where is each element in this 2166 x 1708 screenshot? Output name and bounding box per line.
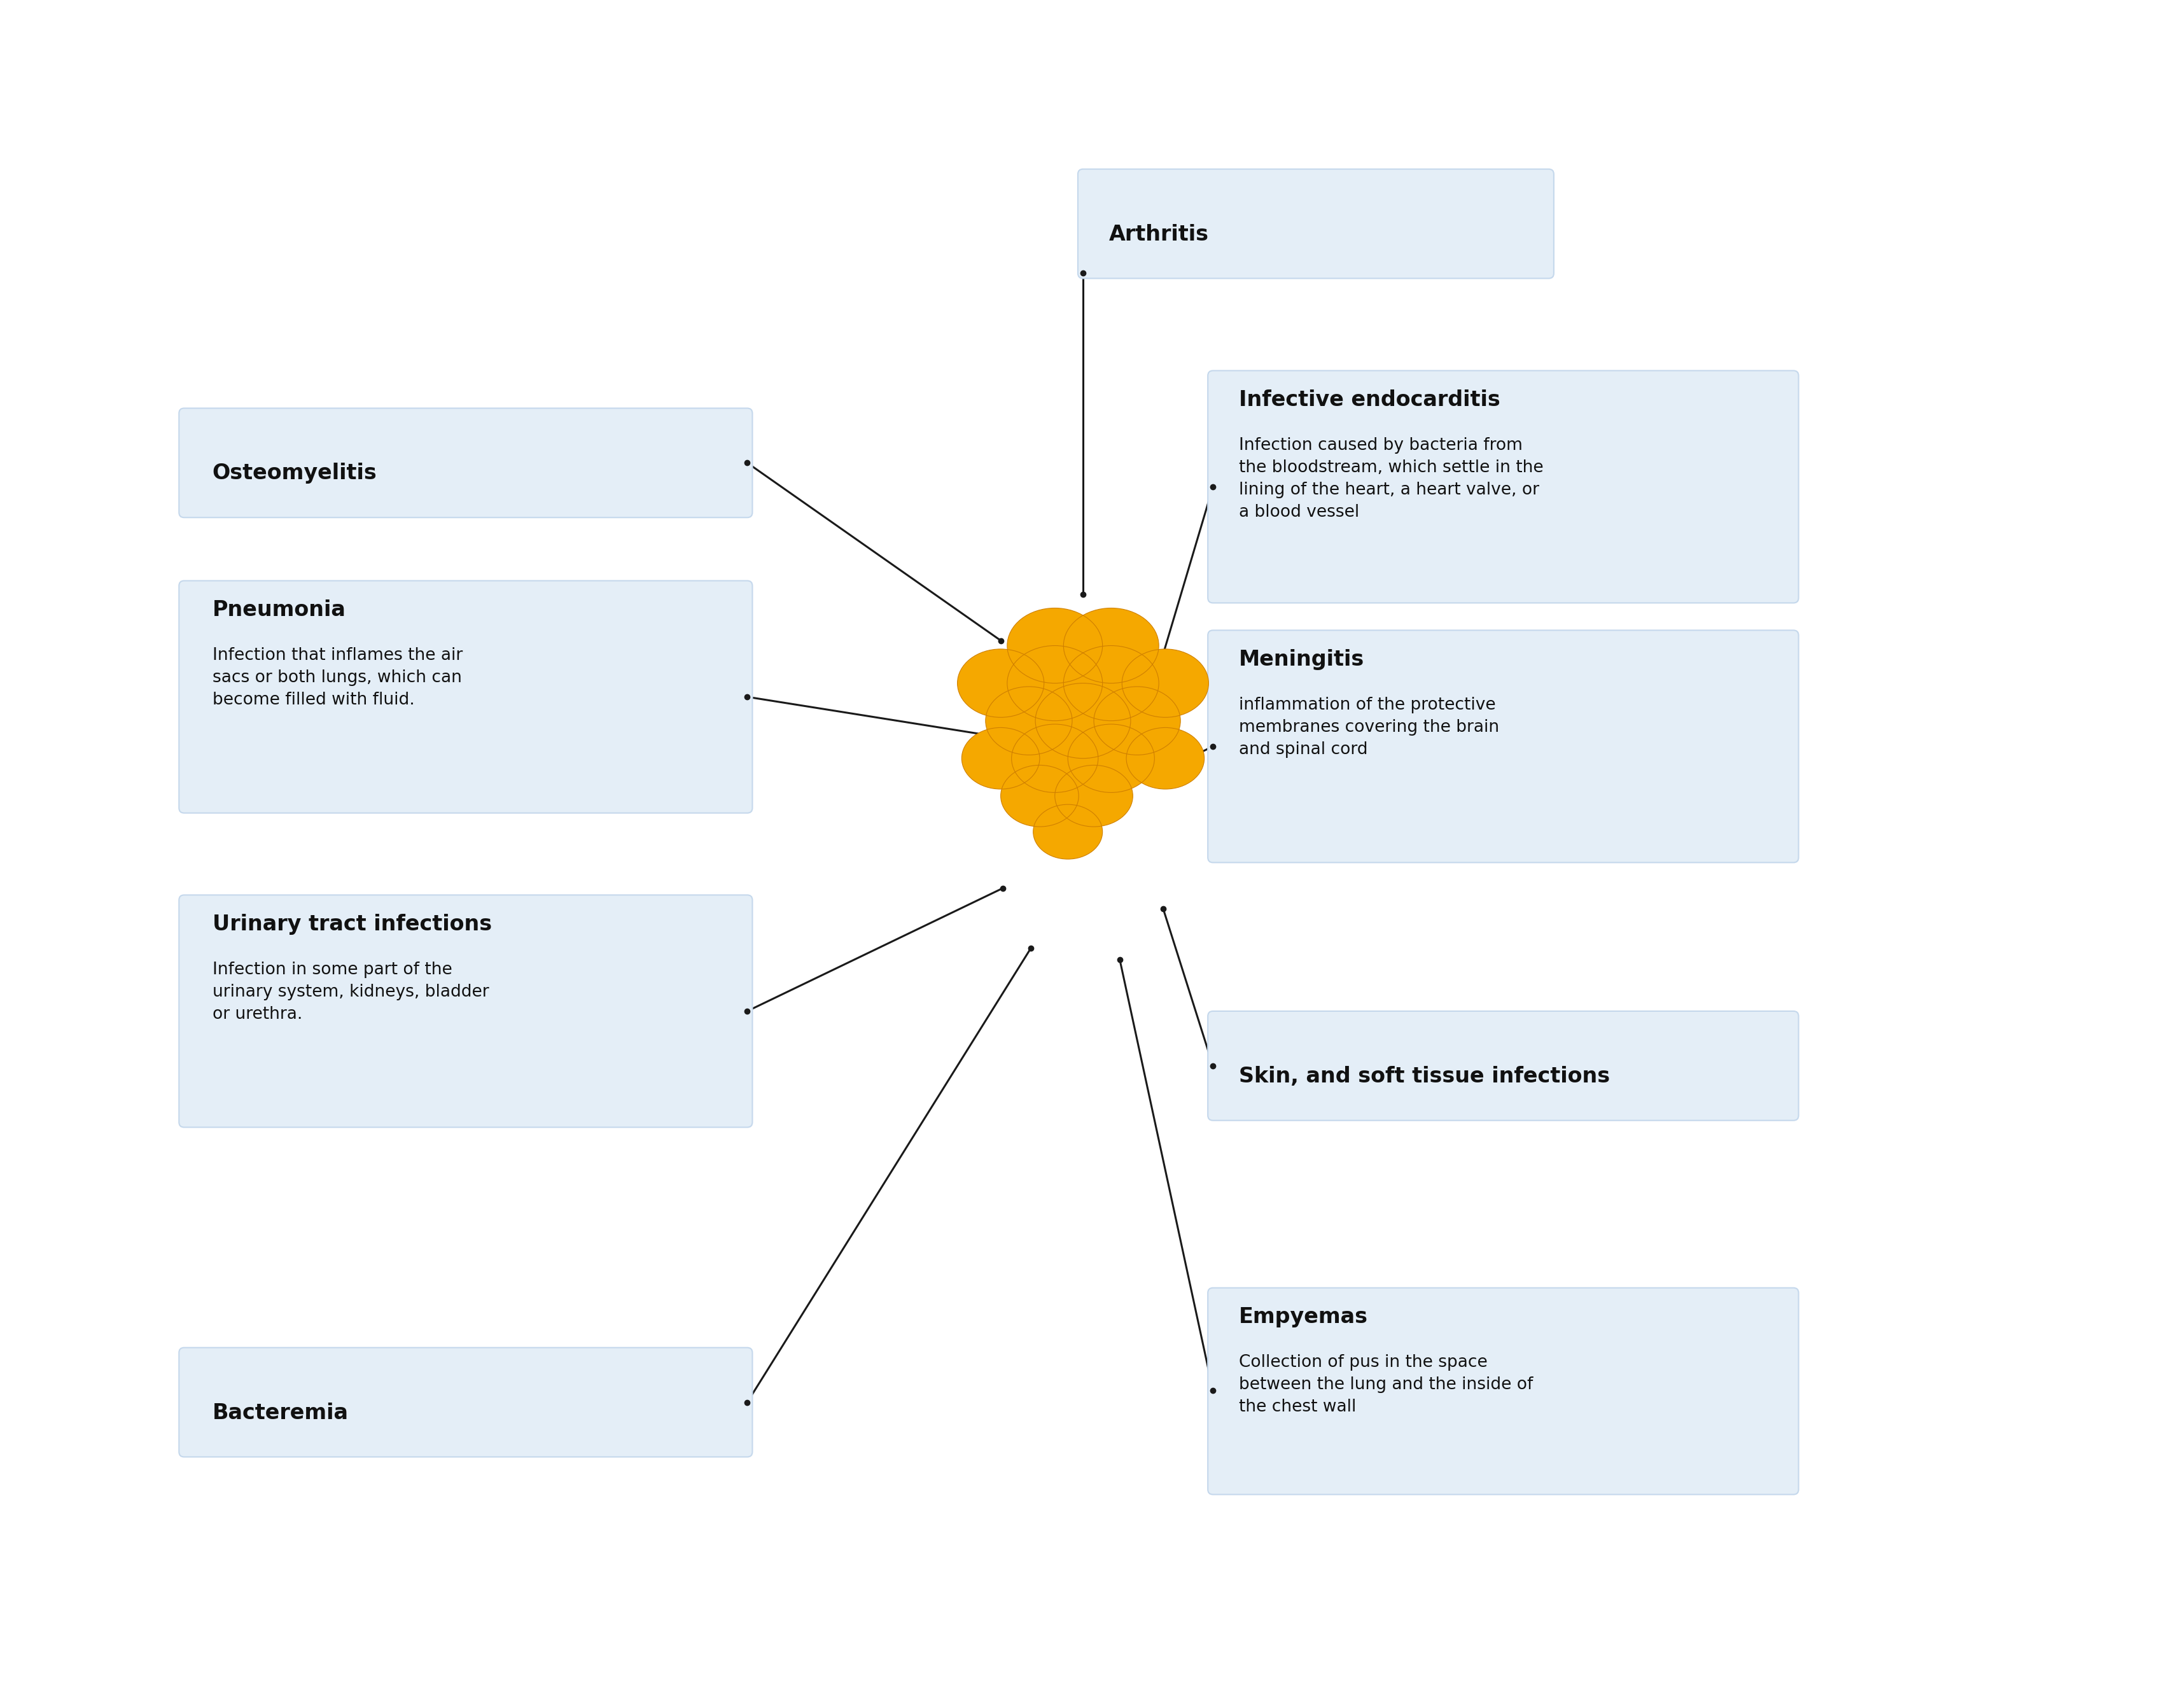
FancyBboxPatch shape [1209, 1288, 1798, 1494]
FancyBboxPatch shape [1209, 1011, 1798, 1120]
Text: Arthritis: Arthritis [1109, 224, 1209, 244]
FancyBboxPatch shape [180, 581, 752, 813]
Ellipse shape [1064, 608, 1159, 683]
FancyBboxPatch shape [1209, 371, 1798, 603]
Ellipse shape [957, 649, 1044, 717]
FancyBboxPatch shape [1079, 169, 1553, 278]
Text: Skin, and soft tissue infections: Skin, and soft tissue infections [1239, 1066, 1609, 1086]
Ellipse shape [1007, 608, 1102, 683]
Ellipse shape [1012, 724, 1098, 793]
Ellipse shape [1122, 649, 1209, 717]
FancyBboxPatch shape [180, 408, 752, 518]
Ellipse shape [1068, 724, 1154, 793]
Ellipse shape [1094, 687, 1180, 755]
FancyBboxPatch shape [1209, 630, 1798, 863]
Text: Infective endocarditis: Infective endocarditis [1239, 389, 1501, 410]
Ellipse shape [986, 687, 1072, 755]
Ellipse shape [1126, 728, 1204, 789]
Text: Bacteremia: Bacteremia [212, 1402, 349, 1423]
Text: Infection that inflames the air
sacs or both lungs, which can
become filled with: Infection that inflames the air sacs or … [212, 647, 464, 709]
Ellipse shape [1007, 646, 1102, 721]
Ellipse shape [1035, 683, 1131, 758]
Ellipse shape [1055, 765, 1133, 827]
Text: Infection in some part of the
urinary system, kidneys, bladder
or urethra.: Infection in some part of the urinary sy… [212, 962, 490, 1023]
FancyBboxPatch shape [180, 1348, 752, 1457]
Text: inflammation of the protective
membranes covering the brain
and spinal cord: inflammation of the protective membranes… [1239, 697, 1499, 758]
Ellipse shape [1001, 765, 1079, 827]
Text: Meningitis: Meningitis [1239, 649, 1365, 670]
Ellipse shape [962, 728, 1040, 789]
FancyBboxPatch shape [180, 895, 752, 1127]
Text: Pneumonia: Pneumonia [212, 600, 347, 620]
Text: Empyemas: Empyemas [1239, 1307, 1369, 1327]
Ellipse shape [1064, 646, 1159, 721]
Text: Collection of pus in the space
between the lung and the inside of
the chest wall: Collection of pus in the space between t… [1239, 1354, 1534, 1416]
Text: Osteomyelitis: Osteomyelitis [212, 463, 377, 483]
Text: Urinary tract infections: Urinary tract infections [212, 914, 492, 934]
Ellipse shape [1033, 804, 1102, 859]
Text: Infection caused by bacteria from
the bloodstream, which settle in the
lining of: Infection caused by bacteria from the bl… [1239, 437, 1544, 521]
